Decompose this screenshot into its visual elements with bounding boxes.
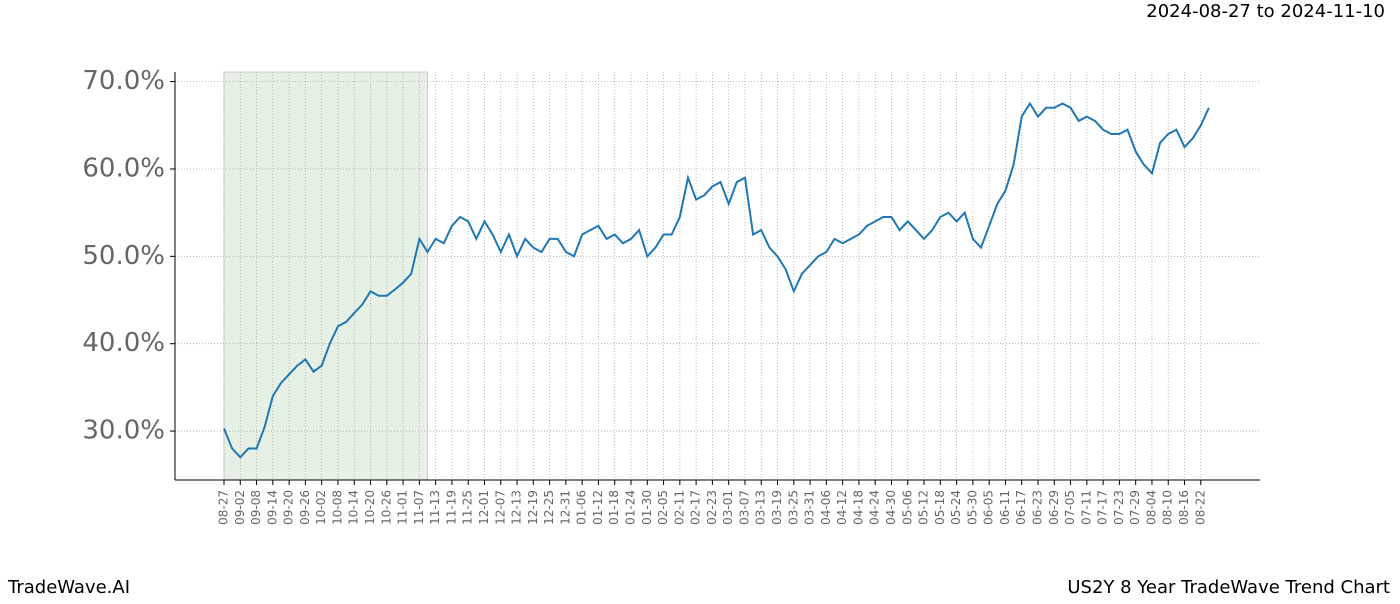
x-tick-label: 06-29 <box>1047 490 1061 525</box>
y-tick-label: 70.0% <box>82 66 165 96</box>
x-tick-label: 10-02 <box>314 490 328 525</box>
x-tick-label: 12-31 <box>558 490 572 525</box>
x-tick-label: 01-12 <box>591 490 605 525</box>
x-tick-label: 03-25 <box>786 490 800 525</box>
x-tick-label: 06-11 <box>998 490 1012 525</box>
x-tick-label: 07-17 <box>1096 490 1110 525</box>
x-tick-label: 10-14 <box>347 490 361 525</box>
x-tick-label: 08-27 <box>217 490 231 525</box>
x-tick-label: 11-07 <box>412 490 426 525</box>
x-tick-label: 08-04 <box>1144 490 1158 525</box>
footer-right: US2Y 8 Year TradeWave Trend Chart <box>1067 577 1390 598</box>
x-tick-label: 06-23 <box>1031 490 1045 525</box>
x-tick-label: 09-02 <box>233 490 247 525</box>
x-tick-label: 04-18 <box>851 490 865 525</box>
x-tick-label: 02-23 <box>705 490 719 525</box>
footer-left: TradeWave.AI <box>7 577 130 598</box>
x-tick-label: 12-13 <box>510 490 524 525</box>
x-tick-label: 04-06 <box>819 490 833 525</box>
x-tick-label: 08-16 <box>1177 490 1191 525</box>
x-tick-label: 09-20 <box>282 490 296 525</box>
x-tick-label: 09-26 <box>298 490 312 525</box>
x-tick-label: 11-13 <box>428 490 442 525</box>
x-tick-label: 04-24 <box>868 490 882 525</box>
x-tick-label: 05-18 <box>933 490 947 525</box>
x-tick-label: 03-19 <box>770 490 784 525</box>
x-tick-label: 07-23 <box>1112 490 1126 525</box>
x-tick-label: 12-19 <box>526 490 540 525</box>
x-tick-label: 11-01 <box>396 490 410 525</box>
x-tick-label: 09-08 <box>249 490 263 525</box>
x-tick-label: 02-17 <box>689 490 703 525</box>
y-tick-label: 40.0% <box>82 328 165 358</box>
x-tick-label: 12-25 <box>542 490 556 525</box>
chart-title: 2024-08-27 to 2024-11-10 <box>1146 1 1385 22</box>
x-tick-label: 01-24 <box>624 490 638 525</box>
x-tick-label: 04-30 <box>884 490 898 525</box>
x-tick-label: 12-07 <box>493 490 507 525</box>
x-tick-label: 08-10 <box>1161 490 1175 525</box>
data-line <box>223 101 1210 459</box>
x-tick-label: 10-26 <box>379 490 393 525</box>
x-tick-label: 07-11 <box>1079 490 1093 525</box>
x-tick-label: 06-05 <box>982 490 996 525</box>
x-tick-label: 04-12 <box>835 490 849 525</box>
x-tick-label: 11-25 <box>461 490 475 525</box>
x-tick-label: 03-07 <box>737 490 751 525</box>
x-tick-label: 03-31 <box>803 490 817 525</box>
y-tick-label: 60.0% <box>82 153 165 183</box>
x-tick-label: 05-30 <box>965 490 979 525</box>
x-tick-label: 09-14 <box>265 490 279 525</box>
x-tick-label: 12-01 <box>477 490 491 525</box>
x-tick-label: 01-06 <box>575 490 589 525</box>
x-tick-label: 01-18 <box>607 490 621 525</box>
x-tick-label: 02-05 <box>656 490 670 525</box>
x-tick-label: 05-12 <box>917 490 931 525</box>
x-tick-label: 10-20 <box>363 490 377 525</box>
x-tick-label: 03-13 <box>754 490 768 525</box>
x-tick-label: 11-19 <box>444 490 458 525</box>
highlight-region <box>223 71 428 481</box>
x-tick-label: 05-24 <box>949 490 963 525</box>
x-tick-label: 01-30 <box>640 490 654 525</box>
x-tick-label: 06-17 <box>1014 490 1028 525</box>
y-tick-label: 30.0% <box>82 416 165 446</box>
x-tick-label: 08-22 <box>1193 490 1207 525</box>
x-tick-label: 02-11 <box>672 490 686 525</box>
x-tick-label: 07-05 <box>1063 490 1077 525</box>
x-tick-label: 07-29 <box>1128 490 1142 525</box>
x-tick-label: 10-08 <box>330 490 344 525</box>
y-tick-label: 50.0% <box>82 241 165 271</box>
x-tick-label: 05-06 <box>900 490 914 525</box>
x-tick-label: 03-01 <box>721 490 735 525</box>
